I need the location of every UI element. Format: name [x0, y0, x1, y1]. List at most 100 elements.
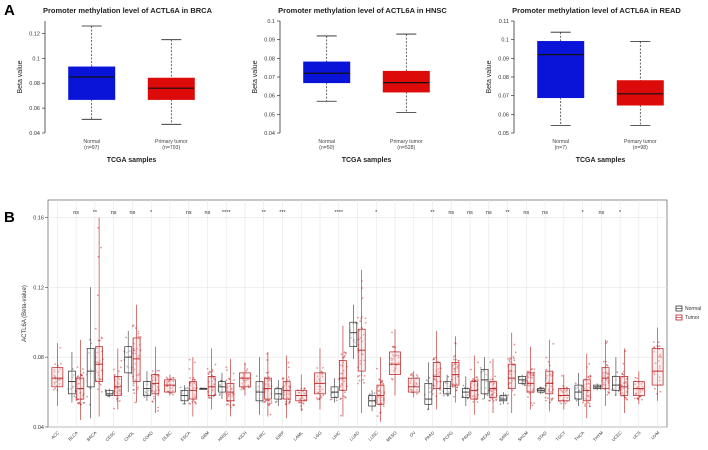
sample-point	[390, 357, 393, 360]
sample-point	[603, 381, 606, 384]
sample-point	[586, 390, 589, 393]
sample-point	[438, 371, 441, 374]
sample-point	[416, 388, 418, 391]
sample-point	[318, 398, 321, 401]
sample-point	[504, 393, 507, 396]
x-tick-label: HNSC	[217, 430, 229, 442]
sample-point	[466, 397, 469, 400]
sample-point	[257, 389, 260, 392]
sample-point	[397, 356, 400, 359]
sample-point	[341, 382, 343, 385]
sample-point	[606, 375, 609, 378]
sample-point	[456, 386, 459, 389]
sample-point	[499, 403, 502, 406]
sample-point	[289, 401, 291, 403]
sample-point	[267, 376, 270, 379]
x-tick-label: SKCM	[517, 430, 530, 443]
sample-point	[117, 389, 120, 392]
significance-label: ns	[73, 210, 79, 216]
sample-point	[566, 400, 568, 403]
y-axis-label: Beta value	[17, 60, 24, 93]
sample-point	[231, 393, 234, 395]
sample-point	[247, 378, 249, 381]
sample-point	[485, 380, 488, 383]
sample-point	[392, 354, 394, 356]
sample-point	[584, 405, 587, 407]
sample-point	[621, 376, 624, 379]
group-sample-count: (n=793)	[162, 145, 180, 151]
sample-point	[116, 398, 118, 401]
sample-point	[77, 375, 80, 378]
sample-point	[267, 399, 270, 402]
tumor-box	[339, 360, 347, 391]
sample-point	[207, 372, 210, 374]
sample-point	[452, 383, 455, 386]
sample-point	[284, 381, 287, 384]
sample-point	[621, 373, 624, 376]
sample-point	[303, 387, 306, 389]
sample-point	[137, 386, 140, 389]
normal-box	[424, 382, 433, 405]
sample-point	[432, 358, 435, 361]
sample-point	[390, 377, 393, 380]
sample-point	[133, 368, 136, 371]
tumor-box	[382, 70, 430, 93]
sample-point	[343, 354, 346, 357]
legend-label-normal: Normal	[685, 306, 701, 312]
sample-point	[155, 389, 158, 392]
sample-point	[157, 406, 159, 409]
sample-point	[77, 402, 80, 405]
sample-point	[172, 393, 174, 396]
group-sample-count: (n=97)	[84, 145, 99, 151]
sample-point	[447, 375, 450, 378]
sample-point	[512, 364, 514, 366]
sample-point	[288, 400, 291, 403]
sample-point	[194, 400, 196, 403]
sample-point	[509, 357, 512, 359]
sample-point	[264, 383, 267, 386]
sample-point	[410, 388, 413, 391]
sample-point	[358, 338, 360, 341]
sample-point	[527, 384, 529, 387]
sample-point	[303, 387, 306, 390]
sample-point	[392, 357, 395, 360]
sample-point	[546, 397, 549, 400]
y-tick-label: 0.08	[264, 56, 275, 62]
panel-a-hnsc-boxplot: Promoter methylation level of ACTL6A in …	[252, 6, 447, 164]
sample-point	[359, 320, 362, 323]
sample-point	[228, 377, 230, 380]
sample-point	[633, 397, 636, 400]
sample-point	[565, 389, 568, 392]
x-tick-label: STAD	[536, 430, 547, 441]
sample-point	[475, 397, 478, 399]
y-tick-label: 0.07	[498, 94, 509, 100]
sample-point	[494, 375, 497, 378]
sample-point	[507, 357, 509, 360]
sample-point	[490, 394, 493, 397]
x-tick-label: KIRP	[275, 430, 286, 441]
sample-point	[166, 377, 169, 380]
sample-point	[526, 370, 529, 373]
y-tick-label: 0.09	[498, 56, 509, 62]
sample-point	[232, 372, 235, 375]
sample-point	[659, 390, 662, 393]
x-tick-label: PRAD	[461, 430, 473, 442]
sample-point	[391, 378, 394, 381]
sample-point	[73, 395, 76, 397]
sample-point	[442, 394, 445, 397]
sample-point	[528, 392, 531, 395]
sample-point	[344, 352, 347, 355]
x-tick-label: ACC	[50, 430, 60, 440]
sample-point	[52, 388, 55, 391]
sample-point	[57, 370, 60, 373]
sample-point	[227, 403, 229, 406]
sample-point	[634, 376, 637, 379]
sample-point	[195, 402, 197, 405]
sample-point	[587, 395, 590, 398]
sample-point	[218, 394, 221, 396]
sample-point	[605, 363, 608, 366]
sample-point	[167, 380, 170, 382]
x-tick-label: ESCA	[180, 430, 192, 442]
sample-point	[654, 387, 656, 390]
sample-point	[340, 353, 343, 356]
